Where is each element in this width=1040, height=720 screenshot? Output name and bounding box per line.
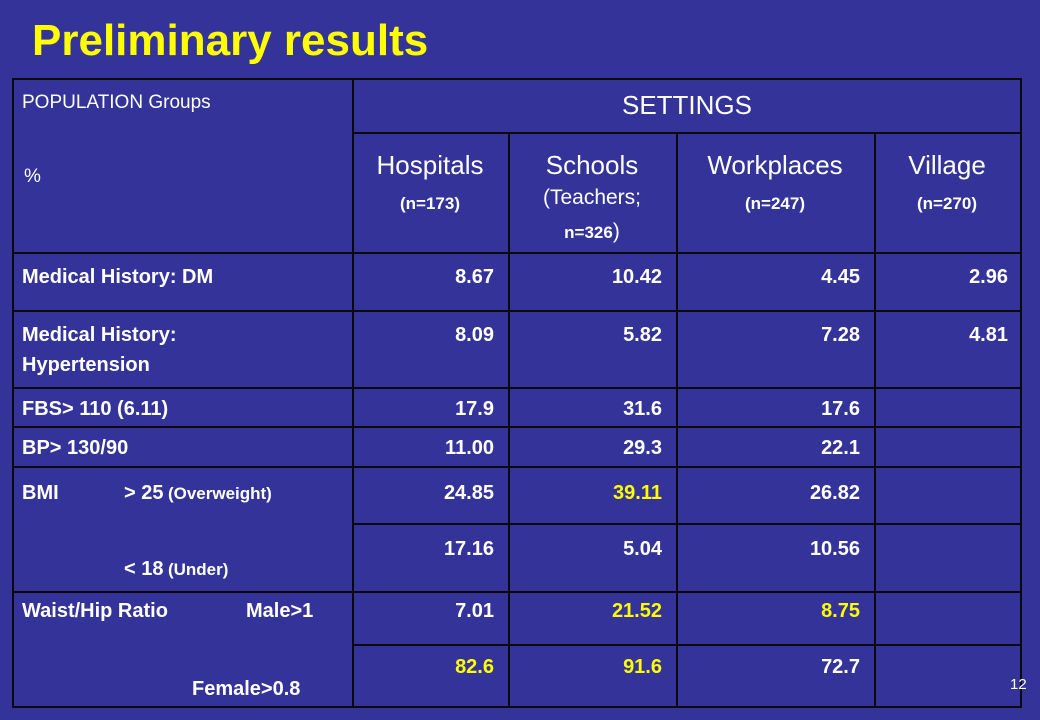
row-label-dm: Medical History: DM bbox=[22, 266, 214, 288]
cell-fbs-schools: 31.6 bbox=[623, 398, 662, 420]
table-border-col1 bbox=[352, 78, 354, 708]
cell-htn-village: 4.81 bbox=[969, 324, 1008, 346]
col-header-workplaces: Workplaces bbox=[707, 150, 843, 180]
bmi-under-threshold: < 18 bbox=[124, 558, 164, 580]
row-label-htn-line2: Hypertension bbox=[22, 354, 150, 376]
col-header-schools: Schools bbox=[545, 150, 639, 180]
cell-bp-workplaces: 22.1 bbox=[821, 437, 860, 459]
cell-whr-female-workplaces: 72.7 bbox=[821, 656, 860, 678]
table-border-col2 bbox=[508, 132, 510, 708]
col-sub-workplaces: (n=247) bbox=[745, 194, 805, 213]
col-sub-schools-n: n=326) bbox=[508, 220, 676, 244]
table-border-whr-mid bbox=[352, 644, 1022, 646]
row-label-bmi: BMI bbox=[22, 482, 59, 504]
cell-whr-male-workplaces: 8.75 bbox=[821, 600, 860, 622]
row-label-bmi-under: < 18 (Under) bbox=[124, 558, 228, 581]
table-border-top bbox=[12, 78, 1022, 80]
cell-bmi-over-workplaces: 26.82 bbox=[809, 482, 860, 504]
cell-bmi-under-schools: 5.04 bbox=[623, 538, 662, 560]
table-border-settings bbox=[352, 132, 1022, 134]
cell-bp-schools: 29.3 bbox=[623, 437, 662, 459]
cell-fbs-workplaces: 17.6 bbox=[821, 398, 860, 420]
slide-number: 12 bbox=[1010, 676, 1027, 693]
table-border-left bbox=[12, 78, 14, 708]
table-border-bmi bbox=[12, 591, 1022, 593]
col-header-village: Village bbox=[908, 150, 986, 180]
table-border-bottom bbox=[12, 706, 1022, 708]
row-label-bmi-over: > 25 (Overweight) bbox=[124, 482, 272, 505]
col-sub-schools-n-value: n=326 bbox=[564, 223, 613, 242]
cell-dm-hospitals: 8.67 bbox=[455, 266, 494, 288]
slide-title: Preliminary results bbox=[32, 16, 429, 65]
table-border-fbs bbox=[12, 426, 1022, 428]
cell-bmi-over-hospitals: 24.85 bbox=[443, 482, 494, 504]
row-label-whr-male: Male>1 bbox=[246, 600, 314, 622]
cell-dm-schools: 10.42 bbox=[611, 266, 662, 288]
col-sub-schools-n-paren: ) bbox=[612, 220, 620, 243]
cell-htn-schools: 5.82 bbox=[623, 324, 662, 346]
cell-bmi-under-hospitals: 17.16 bbox=[443, 538, 494, 560]
bmi-under-sub: (Under) bbox=[167, 560, 229, 579]
cell-dm-workplaces: 4.45 bbox=[821, 266, 860, 288]
bmi-over-sub: (Overweight) bbox=[167, 484, 272, 503]
row-label-fbs: FBS> 110 (6.11) bbox=[22, 398, 169, 420]
col-sub-hospitals: (n=173) bbox=[400, 194, 460, 213]
table-border-bmi-mid bbox=[352, 523, 1022, 525]
row-label-bp: BP> 130/90 bbox=[22, 437, 129, 459]
col-sub-schools-teachers: (Teachers; bbox=[542, 186, 642, 209]
cell-whr-female-hospitals: 82.6 bbox=[455, 656, 494, 678]
row-label-whr-female: Female>0.8 bbox=[192, 678, 301, 700]
table-border-col4 bbox=[874, 132, 876, 708]
table-border-header bbox=[12, 252, 1022, 254]
cell-whr-female-schools: 91.6 bbox=[623, 656, 662, 678]
cell-dm-village: 2.96 bbox=[969, 266, 1008, 288]
corner-label-percent: % bbox=[24, 166, 41, 187]
table-border-col3 bbox=[676, 132, 678, 708]
cell-htn-hospitals: 8.09 bbox=[455, 324, 494, 346]
corner-label-groups: POPULATION Groups bbox=[22, 92, 211, 113]
cell-bp-hospitals: 11.00 bbox=[445, 437, 494, 459]
cell-bmi-under-workplaces: 10.56 bbox=[809, 538, 860, 560]
cell-whr-male-schools: 21.52 bbox=[611, 600, 662, 622]
col-header-hospitals: Hospitals bbox=[376, 150, 484, 180]
cell-whr-male-hospitals: 7.01 bbox=[455, 600, 494, 622]
table-border-right bbox=[1020, 78, 1022, 708]
settings-header: SETTINGS bbox=[621, 90, 752, 120]
table-border-dm bbox=[12, 310, 1022, 312]
cell-bmi-over-schools: 39.11 bbox=[613, 482, 662, 504]
row-label-htn-line1: Medical History: bbox=[22, 324, 177, 346]
row-label-whr: Waist/Hip Ratio bbox=[22, 600, 168, 622]
col-sub-village: (n=270) bbox=[917, 194, 977, 213]
bmi-over-threshold: > 25 bbox=[124, 482, 164, 504]
cell-htn-workplaces: 7.28 bbox=[821, 324, 860, 346]
table-border-htn bbox=[12, 387, 1022, 389]
cell-fbs-hospitals: 17.9 bbox=[455, 398, 494, 420]
table-border-bp bbox=[12, 466, 1022, 468]
